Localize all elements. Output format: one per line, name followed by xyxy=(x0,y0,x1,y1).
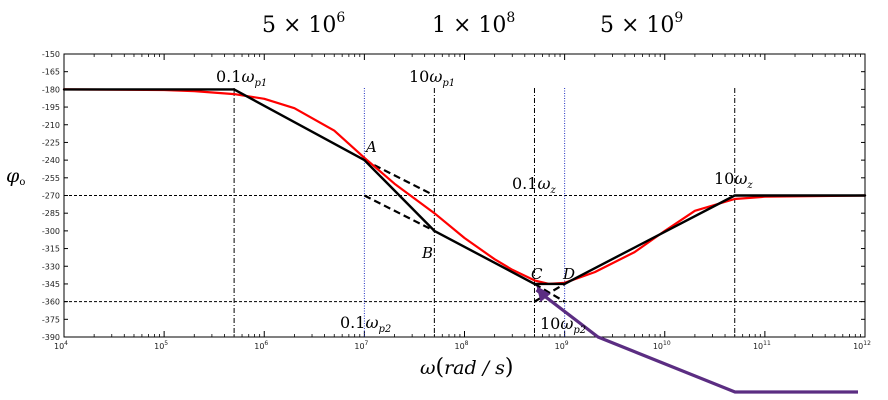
y-ticks: -150 -165 -180 -195 -210 -225 -240 -255 -270 -285… xyxy=(42,50,865,342)
x-ticks: 104 105 106 107 108 109 1010 1011 1012 xyxy=(54,54,871,351)
y-tick-label: -315 xyxy=(42,245,60,254)
y-tick-label: -270 xyxy=(42,192,60,201)
overlay-path xyxy=(535,288,858,394)
top-labels: 5 × 106 1 × 108 5 × 109 xyxy=(262,10,683,38)
y-tick-label: -300 xyxy=(42,227,60,236)
x-tick-label: 107 xyxy=(354,340,368,351)
point-labels: A B C D xyxy=(364,138,575,283)
x-tick-label: 109 xyxy=(555,340,569,351)
x-tick-label: 105 xyxy=(154,340,168,351)
point-label-b: B xyxy=(421,244,433,262)
top-label-2: 1 × 108 xyxy=(432,10,515,38)
overlay-arrow xyxy=(535,285,858,394)
y-tick-label: -285 xyxy=(42,209,60,218)
series-asymptotic xyxy=(62,88,867,286)
construction-lines xyxy=(363,159,566,303)
construction-line xyxy=(363,159,435,197)
annotation-01-wp2: 0.1ωp2 xyxy=(340,313,391,335)
x-tick-label: 104 xyxy=(54,340,68,351)
y-axis-label: φo xyxy=(6,165,25,188)
y-tick-label: -225 xyxy=(42,138,60,147)
annotation-01-wp1: 0.1ωp1 xyxy=(216,67,267,89)
y-tick-label: -210 xyxy=(42,121,60,130)
overlay-arrowhead xyxy=(536,285,551,302)
y-tick-label: -240 xyxy=(42,156,60,165)
x-axis-label: ω(rad / s) xyxy=(420,355,514,380)
x-tick-label: 106 xyxy=(254,340,268,351)
reference-lines xyxy=(64,88,865,337)
point-label-c: C xyxy=(531,265,543,283)
point-label-a: A xyxy=(364,138,377,156)
y-tick-label: -165 xyxy=(42,68,60,77)
annotations: 0.1ωp1 10ωp1 0.1ωz 10ωz 0.1ωp2 10ωp2 xyxy=(216,67,753,336)
top-label-1: 5 × 106 xyxy=(262,10,345,38)
series xyxy=(62,88,867,286)
y-tick-label: -375 xyxy=(42,315,60,324)
construction-line xyxy=(533,282,566,303)
annotation-10-wp2: 10ωp2 xyxy=(540,314,586,336)
y-tick-label: -345 xyxy=(42,280,60,289)
y-tick-label: -390 xyxy=(42,333,60,342)
x-tick-label: 1011 xyxy=(753,340,771,351)
y-tick-label: -360 xyxy=(42,298,60,307)
x-tick-label: 1010 xyxy=(653,340,671,351)
point-label-d: D xyxy=(562,265,575,283)
y-tick-label: -150 xyxy=(42,50,60,59)
y-tick-label: -330 xyxy=(42,262,60,271)
annotation-10-wz: 10ωz xyxy=(714,169,753,191)
y-tick-label: -180 xyxy=(42,85,60,94)
annotation-01-wz: 0.1ωz xyxy=(512,174,557,196)
annotation-10-wp1: 10ωp1 xyxy=(409,67,455,89)
top-label-3: 5 × 109 xyxy=(600,10,683,38)
y-tick-label: -195 xyxy=(42,103,60,112)
x-tick-label: 108 xyxy=(454,340,468,351)
construction-line xyxy=(363,194,435,232)
y-tick-label: -255 xyxy=(42,174,60,183)
series-exact xyxy=(62,88,867,285)
x-tick-label: 1012 xyxy=(853,340,871,351)
